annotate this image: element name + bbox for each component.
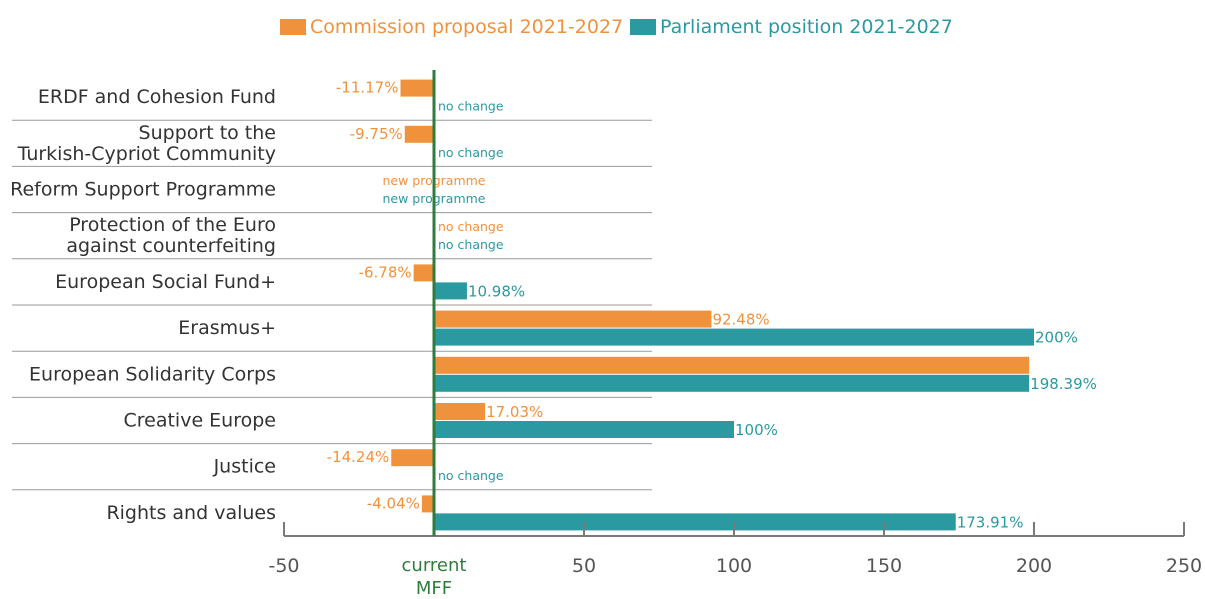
- bar: [391, 449, 434, 467]
- data-label: -14.24%: [327, 448, 390, 466]
- bar: [434, 513, 956, 531]
- baseline-label: current: [402, 555, 467, 576]
- legend: Commission proposal 2021-2027: [280, 14, 623, 40]
- bar: [434, 282, 467, 300]
- data-label: 173.91%: [957, 513, 1024, 531]
- data-label: 200%: [1035, 329, 1078, 347]
- category-label: Erasmus+: [178, 317, 276, 339]
- x-tick-label: -50: [268, 555, 299, 577]
- data-label: 100%: [735, 421, 778, 439]
- x-tick-label: 150: [866, 555, 902, 577]
- baseline-label: MFF: [416, 578, 452, 599]
- data-label: no change: [438, 219, 504, 234]
- category-label: Creative Europe: [123, 410, 276, 432]
- x-tick-label: 100: [716, 555, 752, 577]
- bar: [413, 264, 434, 282]
- data-label: -4.04%: [367, 494, 420, 512]
- bar: [434, 356, 1030, 374]
- bar: [434, 374, 1030, 392]
- x-tick-label: 50: [572, 555, 596, 577]
- data-label: -9.75%: [350, 125, 403, 143]
- data-label: no change: [438, 99, 504, 114]
- data-label: 198.39%: [1030, 375, 1097, 393]
- legend: Parliament position 2021-2027: [630, 14, 953, 40]
- bar: [434, 403, 486, 420]
- category-label: Turkish-Cypriot Community: [17, 143, 276, 165]
- category-label: European Social Fund+: [55, 271, 276, 293]
- bar: [434, 421, 734, 438]
- category-label: Protection of the Euro: [69, 214, 276, 236]
- category-label: Reform Support Programme: [10, 179, 276, 201]
- legend-label-parliament: Parliament position 2021-2027: [660, 16, 953, 38]
- category-label: Support to the: [139, 122, 276, 144]
- legend-swatch-commission: [280, 19, 306, 35]
- bar: [421, 495, 434, 513]
- category-label: Justice: [213, 456, 276, 478]
- data-label: -6.78%: [359, 263, 412, 281]
- data-label: no change: [438, 237, 504, 252]
- data-label: 10.98%: [468, 282, 525, 300]
- category-label: against counterfeiting: [66, 235, 276, 257]
- data-label: -11.17%: [336, 79, 399, 97]
- category-label: ERDF and Cohesion Fund: [38, 86, 276, 108]
- x-tick-label: 200: [1016, 555, 1052, 577]
- data-label: 92.48%: [712, 311, 769, 329]
- x-tick-label: 250: [1166, 555, 1202, 577]
- legend-swatch-parliament: [630, 19, 656, 35]
- legend-label-commission: Commission proposal 2021-2027: [310, 16, 624, 38]
- bar: [400, 79, 434, 97]
- category-label: Rights and values: [106, 502, 276, 524]
- data-label: no change: [438, 468, 504, 483]
- category-label: European Solidarity Corps: [29, 363, 276, 385]
- data-label: no change: [438, 145, 504, 160]
- data-label: 17.03%: [486, 403, 543, 421]
- bar: [434, 328, 1034, 346]
- bar: [404, 125, 434, 143]
- bar: [434, 310, 712, 328]
